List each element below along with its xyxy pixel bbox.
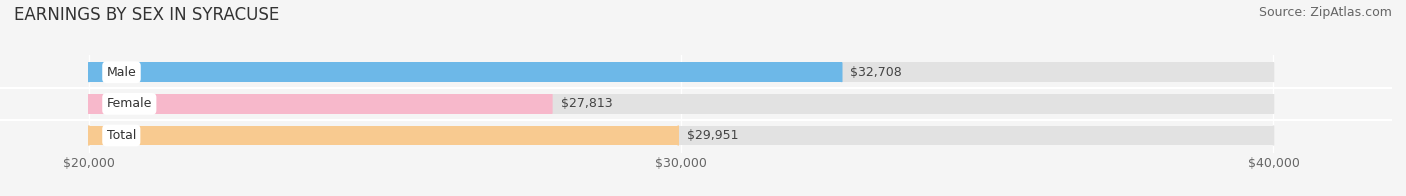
Text: $32,708: $32,708 <box>851 66 903 79</box>
Text: Female: Female <box>107 97 152 110</box>
Bar <box>89 94 551 114</box>
Bar <box>89 94 1274 114</box>
Bar <box>89 63 1274 82</box>
Bar <box>89 126 1274 145</box>
Bar <box>89 63 842 82</box>
Text: Source: ZipAtlas.com: Source: ZipAtlas.com <box>1258 6 1392 19</box>
Text: Male: Male <box>107 66 136 79</box>
Text: EARNINGS BY SEX IN SYRACUSE: EARNINGS BY SEX IN SYRACUSE <box>14 6 280 24</box>
Bar <box>89 126 678 145</box>
Text: Total: Total <box>107 129 136 142</box>
Text: $27,813: $27,813 <box>561 97 612 110</box>
Text: $29,951: $29,951 <box>688 129 738 142</box>
